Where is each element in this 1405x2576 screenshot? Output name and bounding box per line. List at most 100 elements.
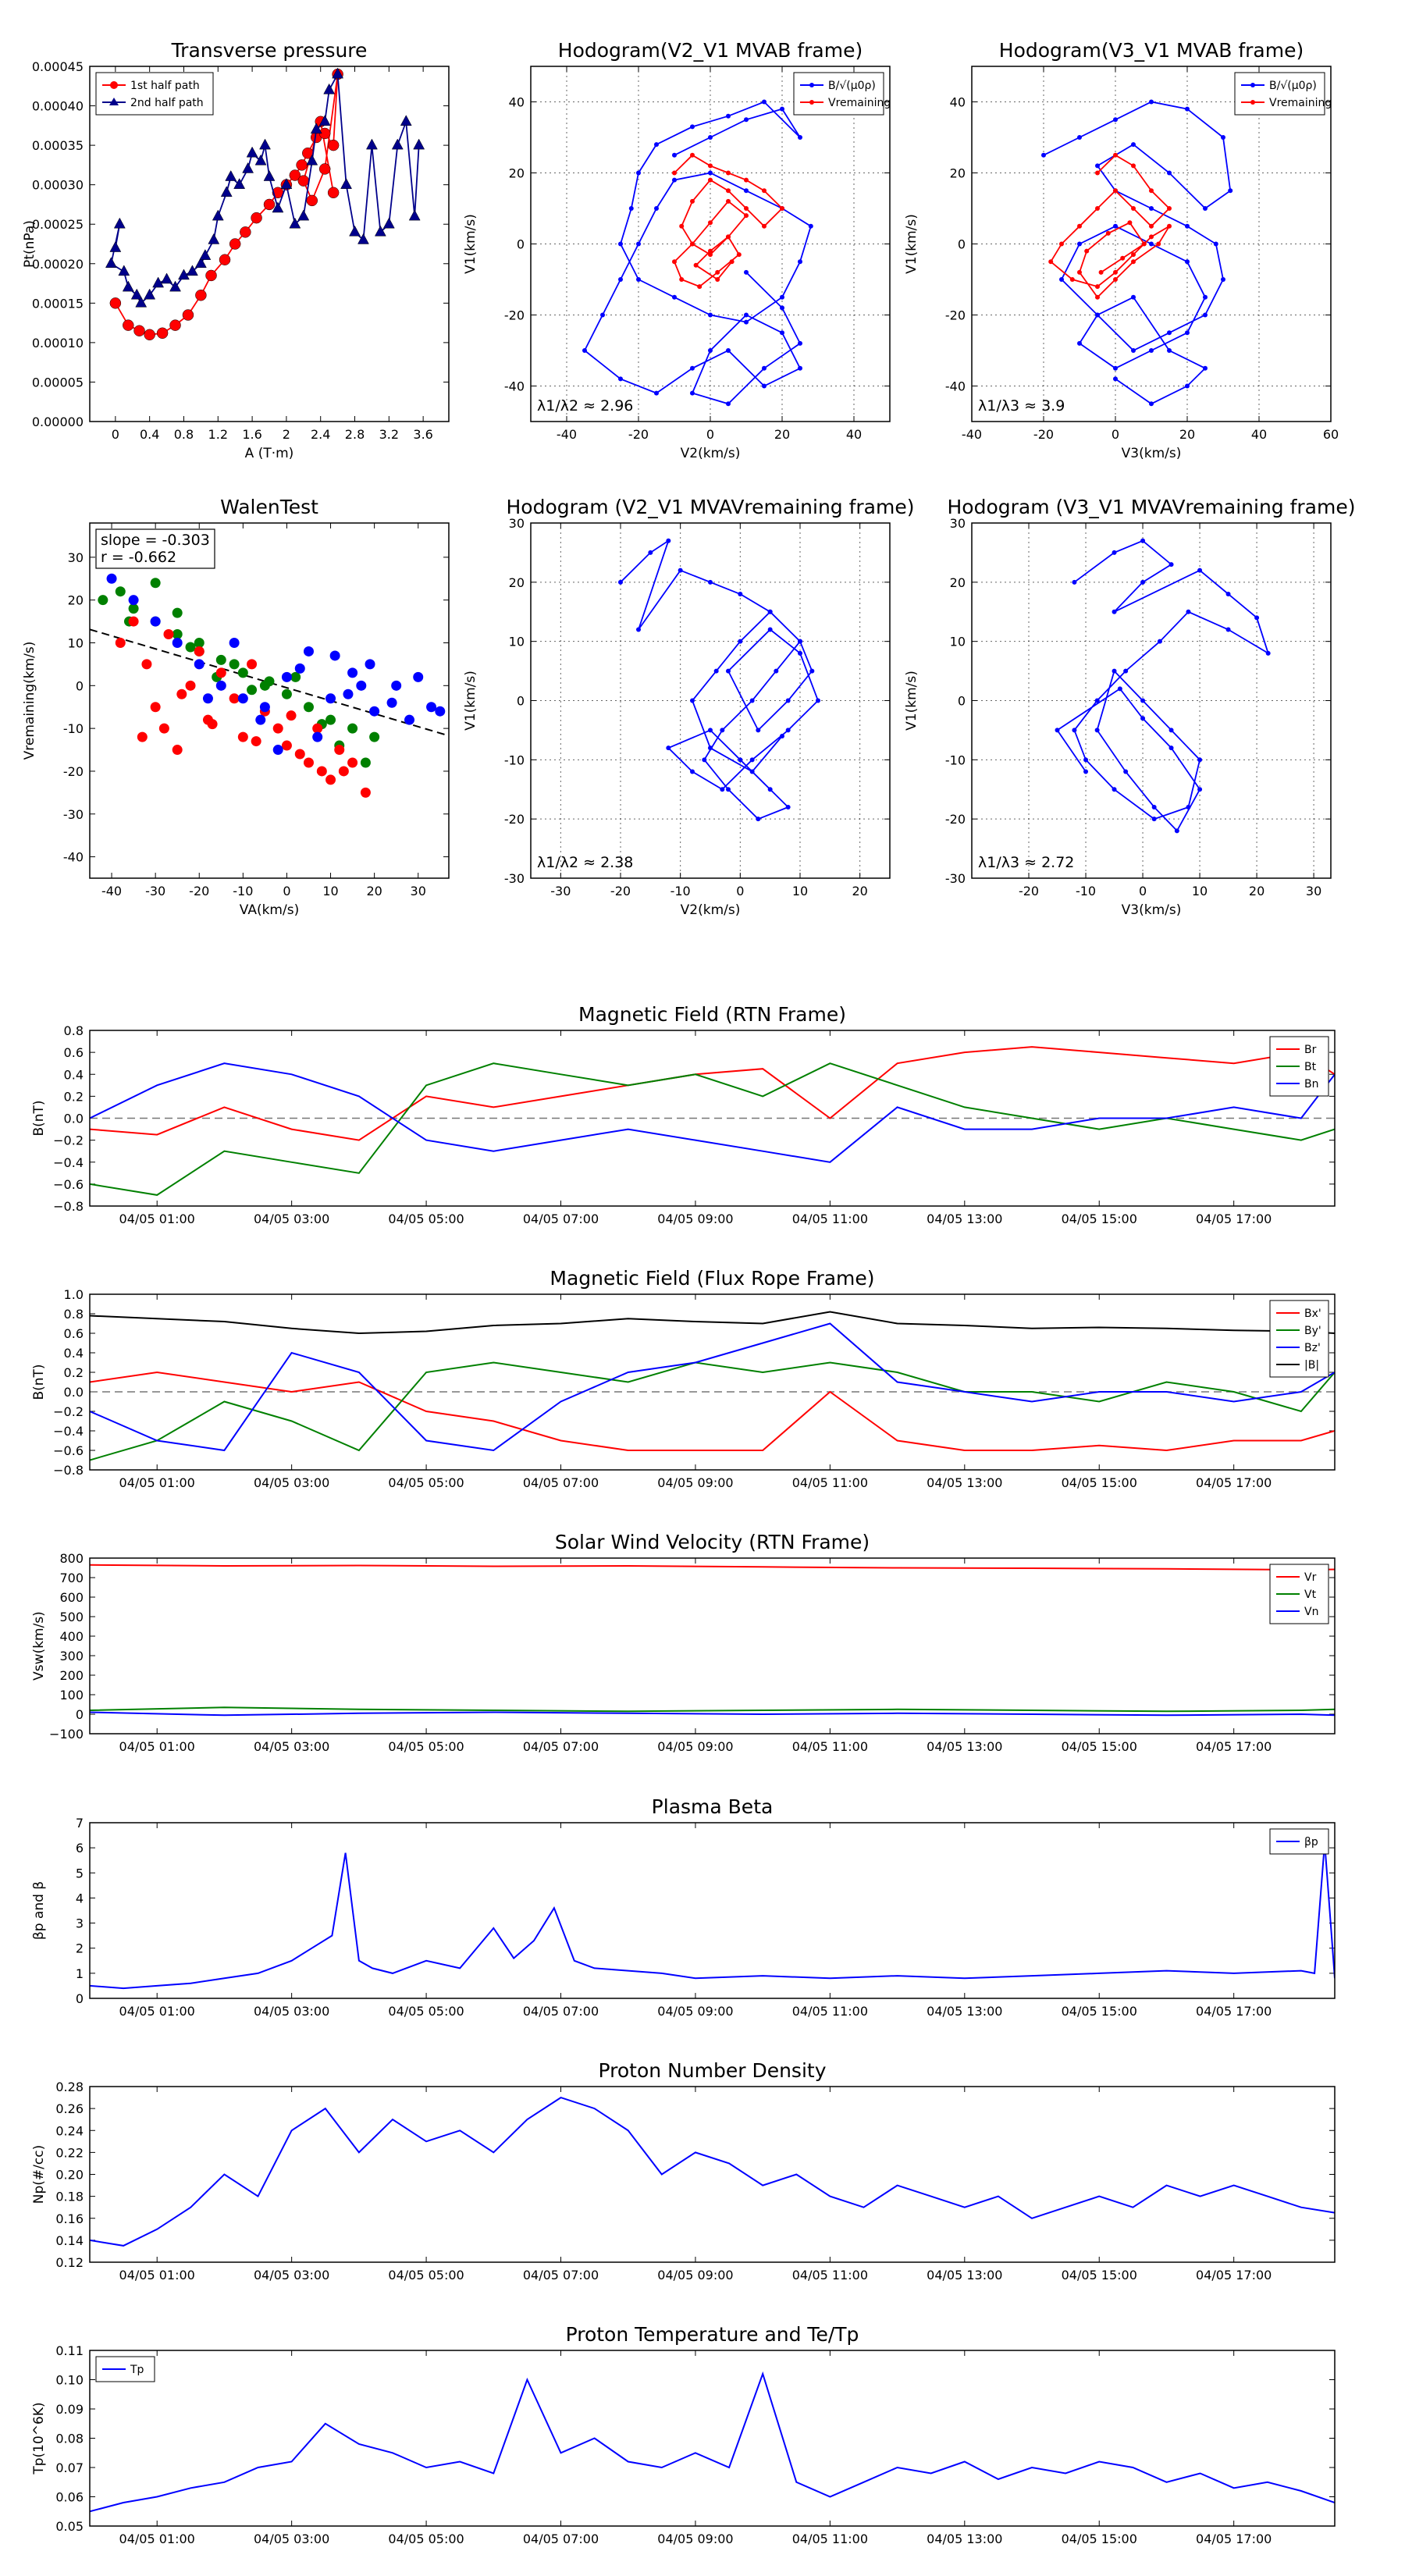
series-line (673, 154, 784, 288)
legend-frame (1234, 72, 1325, 116)
data-point (1168, 728, 1174, 733)
legend-marker (109, 98, 119, 105)
x-tick-label: 04/05 09:00 (657, 1212, 733, 1226)
data-point (1094, 728, 1100, 733)
series-|B| (90, 1311, 1335, 1335)
x-tick-label: 04/05 09:00 (657, 1739, 733, 1754)
data-point (654, 206, 659, 211)
data-point (426, 702, 437, 713)
y-tick-label: −0.4 (53, 1424, 84, 1439)
data-point (286, 710, 297, 721)
data-point (785, 805, 791, 809)
data-point (325, 693, 336, 704)
data-point (1072, 579, 1077, 585)
x-tick-label: 04/05 11:00 (792, 2004, 868, 2019)
y-axis-label: Vsw(km/s) (31, 1611, 47, 1681)
data-point (738, 757, 743, 763)
panel-title: Plasma Beta (652, 1795, 774, 1818)
data-point (1112, 787, 1117, 792)
data-point (251, 212, 262, 224)
data-point (150, 578, 161, 589)
y-tick-label: 200 (59, 1668, 84, 1683)
x-tick-label: 0 (1139, 884, 1147, 898)
x-tick-label: -10 (1076, 884, 1096, 898)
x-axis-label: V3(km/s) (1122, 446, 1182, 461)
legend-frame (793, 72, 884, 116)
data-point (1149, 401, 1154, 407)
y-axis-label: βp and β (31, 1881, 47, 1940)
y-tick-label: 0.00025 (32, 217, 84, 232)
data-point (1149, 99, 1154, 105)
legend-marker (1250, 83, 1255, 87)
data-point (726, 234, 731, 240)
data-point (715, 277, 720, 282)
data-point (708, 579, 713, 585)
x-tick-label: 2.4 (311, 427, 330, 442)
y-tick-label: 0.4 (64, 1067, 84, 1082)
x-tick-label: 04/05 11:00 (792, 1739, 868, 1754)
panel-title: Hodogram (V2_V1 MVAVremaining frame) (507, 496, 915, 518)
data-point (693, 262, 699, 268)
panel-hodo2: Hodogram(V3_V1 MVAB frame) -40 -20 0 20 40 60 -… (904, 39, 1339, 461)
data-point (720, 728, 725, 733)
panel-tp2: Proton Temperature and Te/Tp 04/05 01:00 0… (31, 2323, 1336, 2546)
data-point (263, 198, 276, 211)
y-tick-label: 0.22 (55, 2145, 84, 2160)
y-tick-label: 0 (958, 694, 966, 709)
series-Br (90, 1046, 1335, 1141)
data-point (744, 117, 749, 123)
x-tick-label: -30 (550, 884, 571, 898)
y-tick-label: 0.8 (64, 1307, 84, 1322)
series-line (1043, 101, 1232, 405)
data-point (1083, 769, 1089, 774)
x-axis-label: V2(km/s) (681, 902, 741, 918)
y-tick-label: 0 (517, 237, 525, 252)
data-point (1174, 828, 1179, 834)
y-tick-label: 0 (76, 678, 84, 693)
y-axis-label: Tp(10^6K) (31, 2402, 47, 2475)
y-tick-label: 20 (950, 575, 966, 590)
data-point (386, 697, 397, 708)
data-point (194, 659, 205, 670)
y-tick-label: 0.14 (55, 2233, 84, 2248)
data-point (582, 348, 587, 353)
plot-area (90, 1564, 1335, 1717)
y-axis-label: Pt(nPa) (22, 220, 37, 268)
x-tick-label: -20 (1033, 427, 1054, 442)
axes-frame (971, 522, 1332, 879)
data-point (237, 693, 248, 704)
legend-label: Vremaining (1269, 97, 1332, 109)
x-tick-label: 04/05 07:00 (523, 2004, 599, 2019)
data-point (369, 731, 380, 742)
data-point (749, 757, 755, 763)
data-point (1059, 277, 1064, 282)
data-point (690, 390, 695, 396)
data-point (1197, 787, 1203, 792)
axes-frame (89, 1822, 1336, 1999)
data-point (1185, 330, 1190, 336)
y-tick-label: 20 (509, 575, 525, 590)
legend-marker (110, 81, 118, 89)
data-point (296, 159, 308, 171)
x-tick-label: 04/05 05:00 (388, 2268, 464, 2282)
data-point (413, 671, 424, 682)
data-point (327, 187, 340, 199)
series-Vremaining (672, 152, 784, 290)
y-tick-label: 10 (509, 635, 525, 649)
x-tick-label: 3.6 (413, 427, 432, 442)
data-point (1095, 206, 1100, 211)
data-point (312, 731, 323, 742)
legend-label: Br (1304, 1044, 1317, 1056)
panel-title: Magnetic Field (RTN Frame) (578, 1003, 846, 1026)
series-Vn (90, 1711, 1335, 1717)
x-tick-label: 04/05 15:00 (1062, 2268, 1137, 2282)
data-point (365, 659, 375, 670)
data-point (1131, 294, 1136, 300)
legend-label: Vremaining (828, 97, 891, 109)
y-axis-label: V1(km/s) (463, 671, 478, 731)
x-tick-label: 60 (1323, 427, 1339, 442)
data-point (720, 787, 725, 792)
x-tick-label: -30 (145, 884, 165, 898)
x-tick-label: 04/05 03:00 (254, 1475, 329, 1490)
series-red (115, 616, 371, 798)
